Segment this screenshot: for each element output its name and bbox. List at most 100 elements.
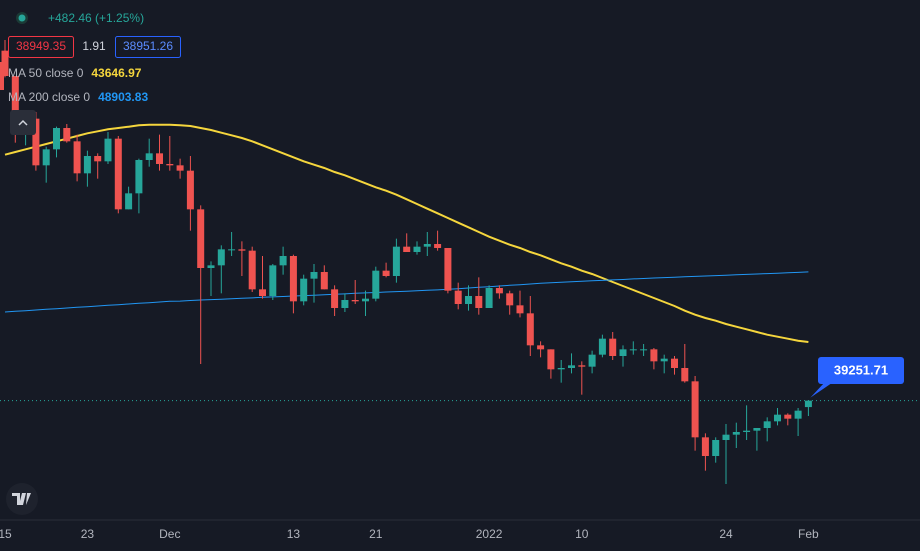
- candle-body: [259, 289, 266, 296]
- candle-body: [362, 298, 369, 302]
- candle-body: [320, 272, 328, 290]
- legend-name: MA 50 close 0: [8, 66, 84, 80]
- bid-price[interactable]: 38949.35: [16, 39, 66, 53]
- x-tick-label: Feb: [798, 527, 819, 541]
- candle-body: [691, 381, 699, 438]
- x-tick-label: 24: [719, 527, 733, 541]
- candle-body: [186, 170, 194, 210]
- candle-body: [217, 249, 225, 266]
- legend-name: MA 200 close 0: [8, 90, 90, 104]
- candle-body: [537, 345, 545, 350]
- candle-body: [701, 437, 709, 456]
- candle-body: [640, 349, 648, 351]
- candle-body: [804, 400, 812, 408]
- candle-body: [722, 434, 730, 440]
- candle-body: [475, 296, 483, 308]
- candle-body: [228, 249, 236, 251]
- ma-line: [4, 123, 809, 343]
- ask-box[interactable]: [115, 36, 181, 58]
- candle-body: [485, 288, 493, 308]
- ask-price[interactable]: 38951.26: [123, 39, 173, 53]
- candle-body: [753, 428, 761, 431]
- candle-body: [351, 300, 359, 302]
- candle-body: [557, 368, 565, 370]
- candle-body: [135, 160, 143, 194]
- spread: 1.91: [82, 39, 106, 53]
- legend-value: 48903.83: [98, 90, 148, 104]
- candle-body: [197, 209, 205, 268]
- x-tick-label: 21: [369, 527, 383, 541]
- candle-body: [588, 354, 596, 367]
- candle-body: [568, 365, 575, 368]
- price-label-pointer: [810, 382, 833, 398]
- price-label: 39251.71: [834, 362, 888, 377]
- collapse-button[interactable]: [10, 110, 36, 135]
- candle-body: [104, 138, 112, 162]
- candle-body: [310, 272, 318, 279]
- candle-body: [73, 141, 81, 174]
- candle-body: [53, 128, 60, 150]
- candle-body: [732, 432, 740, 435]
- candle-body: [300, 278, 308, 302]
- candle-body: [331, 289, 339, 308]
- candle-body: [382, 270, 390, 276]
- candle-body: [629, 349, 637, 351]
- candle-body: [609, 338, 617, 356]
- candle-body: [516, 305, 524, 314]
- candle-body: [392, 246, 400, 276]
- candle-body: [774, 414, 781, 422]
- candle-body: [156, 153, 163, 164]
- chevron-icon: [18, 119, 28, 126]
- candle-body: [423, 244, 431, 247]
- candle-body: [248, 250, 256, 290]
- plot-area: 39251.71: [0, 40, 920, 484]
- logo: [12, 493, 31, 505]
- edge-marker: [0, 62, 4, 90]
- candle-body: [671, 358, 678, 368]
- candle-body: [598, 338, 606, 355]
- candle-body: [619, 349, 627, 356]
- candle-body: [269, 265, 277, 296]
- candle-body: [465, 296, 472, 304]
- candle-body: [207, 265, 215, 268]
- x-tick-label: 15: [0, 527, 12, 541]
- candle-body: [32, 118, 40, 166]
- legend-value: 43646.97: [91, 66, 141, 80]
- change-text: +482.46 (+1.25%): [48, 11, 144, 25]
- x-tick-label: Dec: [159, 527, 180, 541]
- candle-body: [526, 313, 534, 346]
- candle-body: [11, 76, 19, 120]
- candle-body: [341, 300, 349, 308]
- candle-body: [681, 368, 689, 382]
- x-tick-label: 23: [81, 527, 95, 541]
- candle-body: [42, 149, 50, 166]
- candle-body: [434, 244, 442, 248]
- candle-body: [63, 128, 71, 142]
- status-dot: [18, 14, 26, 22]
- candle-body: [1, 50, 9, 76]
- candle-body: [279, 256, 287, 266]
- price-label-box: [818, 357, 904, 384]
- candle-body: [372, 270, 380, 299]
- candle-body: [413, 246, 421, 252]
- candle-body: [784, 414, 792, 419]
- candle-body: [238, 249, 246, 251]
- ma-line: [4, 271, 809, 313]
- candle-body: [166, 164, 174, 166]
- bid-box[interactable]: [8, 36, 74, 58]
- candle-body: [114, 138, 122, 210]
- x-axis: 15 23 Dec 13 21 2022 10 24 Feb: [0, 527, 819, 541]
- candle-body: [547, 349, 555, 370]
- candle-body: [650, 349, 658, 362]
- candle-body: [403, 246, 411, 252]
- candle-body: [83, 156, 91, 174]
- candle-body: [145, 153, 153, 160]
- x-tick-label: 13: [287, 527, 301, 541]
- candle-body: [125, 193, 133, 210]
- candle-body: [444, 248, 452, 291]
- candle-body: [578, 365, 586, 367]
